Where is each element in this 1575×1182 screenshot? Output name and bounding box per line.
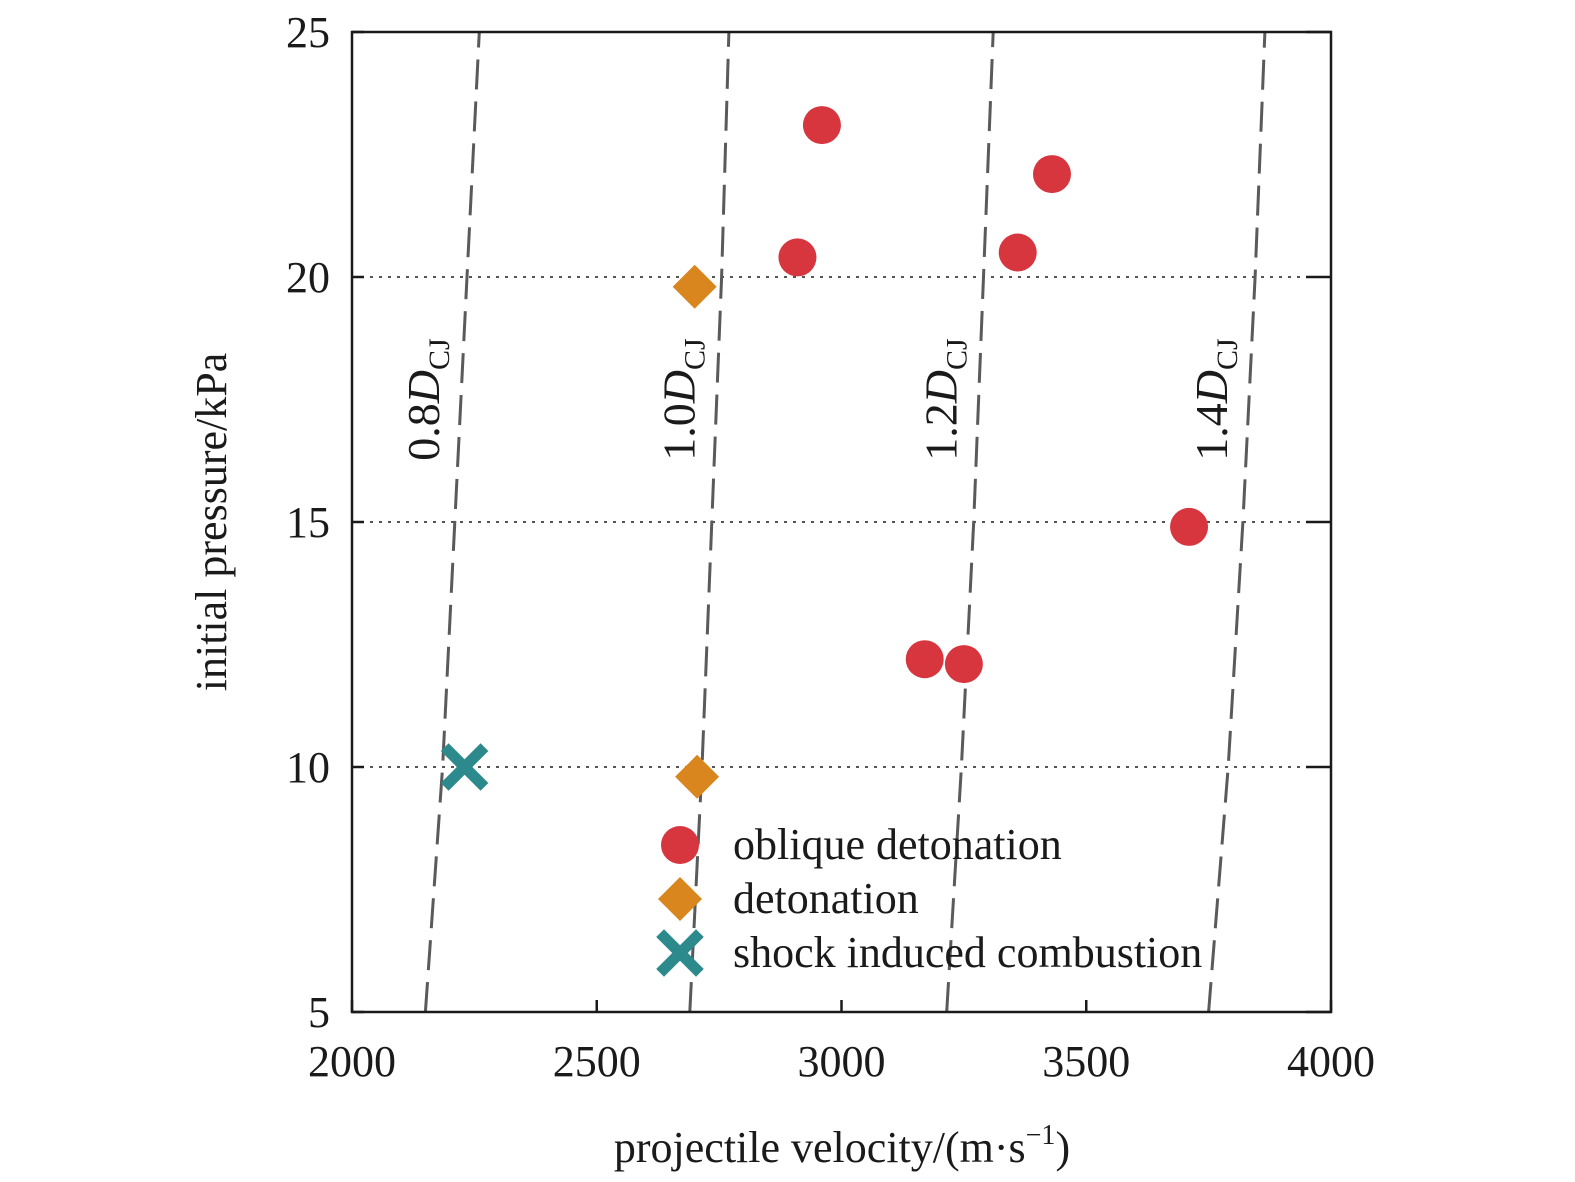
dcj-label-0.8: 0.8DCJ bbox=[398, 338, 456, 461]
grid-layer bbox=[352, 276, 1331, 768]
point-oblique-detonation-5 bbox=[905, 640, 944, 679]
point-oblique-detonation-1 bbox=[778, 238, 817, 277]
x-tick-label-2500: 2500 bbox=[553, 1037, 641, 1086]
legend-marker-shock-induced-combustion-stroke-b bbox=[656, 929, 704, 977]
y-axis-title: initial pressure/kPa bbox=[187, 353, 236, 692]
data-point-layer bbox=[440, 106, 1209, 799]
legend: oblique detonation detonation shock induce… bbox=[656, 820, 1202, 977]
dcj-label-1.2: 1.2DCJ bbox=[916, 338, 974, 461]
legend-marker-oblique-detonation bbox=[661, 826, 699, 864]
legend-marker-detonation bbox=[658, 877, 702, 921]
point-shock-induced-combustion-0-stroke-b bbox=[440, 743, 489, 791]
reference-curve-label-layer: 0.8DCJ 1.0DCJ 1.2DCJ 1.4DCJ bbox=[398, 338, 1244, 461]
legend-label-shock-induced-combustion: shock induced combustion bbox=[733, 928, 1202, 977]
tick-layer: 2000 2500 3000 3500 4000 5 10 15 20 25 bbox=[286, 8, 1375, 1086]
point-detonation-1 bbox=[675, 754, 720, 799]
y-tick-label-25: 25 bbox=[286, 8, 330, 57]
y-tick-label-5: 5 bbox=[308, 988, 330, 1037]
point-oblique-detonation-4 bbox=[1170, 507, 1209, 546]
x-tick-label-2000: 2000 bbox=[308, 1037, 396, 1086]
point-oblique-detonation-3 bbox=[998, 233, 1037, 272]
x-tick-label-4000: 4000 bbox=[1287, 1037, 1375, 1086]
y-tick-label-15: 15 bbox=[286, 498, 330, 547]
x-tick-label-3000: 3000 bbox=[798, 1037, 886, 1086]
legend-label-detonation: detonation bbox=[733, 874, 919, 923]
dcj-label-1.4: 1.4DCJ bbox=[1186, 338, 1244, 461]
dcj-curve-1.4 bbox=[1207, 31, 1267, 1013]
point-oblique-detonation-2 bbox=[1032, 155, 1071, 194]
point-shock-induced-combustion-0 bbox=[440, 743, 489, 791]
legend-label-oblique-detonation: oblique detonation bbox=[733, 820, 1062, 869]
y-tick-label-20: 20 bbox=[286, 253, 330, 302]
y-tick-label-10: 10 bbox=[286, 743, 330, 792]
dcj-label-1.0: 1.0DCJ bbox=[654, 338, 712, 461]
dcj-curve-0.8 bbox=[423, 31, 481, 1013]
dcj-curve-1.2 bbox=[945, 31, 995, 1013]
dcj-curve-1.0 bbox=[688, 31, 731, 1013]
point-oblique-detonation-6 bbox=[944, 645, 983, 684]
point-detonation-0 bbox=[672, 264, 717, 309]
legend-marker-shock-induced-combustion bbox=[656, 929, 704, 977]
reference-curve-layer bbox=[423, 31, 1267, 1013]
point-oblique-detonation-0 bbox=[802, 106, 841, 145]
x-axis-title: projectile velocity/(m·s−1) bbox=[614, 1120, 1070, 1172]
x-tick-label-3500: 3500 bbox=[1042, 1037, 1130, 1086]
